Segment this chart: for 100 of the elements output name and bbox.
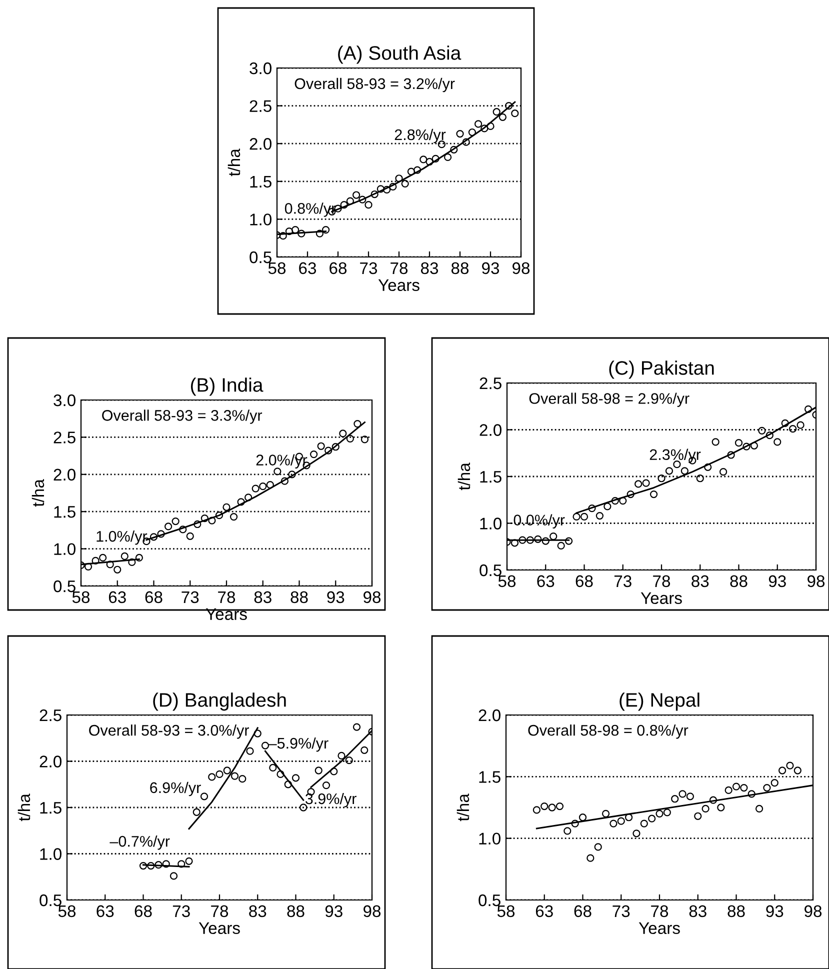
x-tick-label: 83 [420, 262, 438, 274]
x-tick-label: 63 [537, 575, 554, 588]
x-tick-label: 83 [254, 591, 272, 604]
annotation: Overall 58-93 = 3.2%/yr [294, 78, 455, 92]
x-tick-label: 83 [689, 905, 706, 918]
y-axis-title: t/ha [18, 794, 30, 822]
annotation: 2.3%/yr [650, 448, 701, 464]
x-tick-label: 68 [330, 262, 347, 274]
x-tick-label: 63 [108, 591, 126, 604]
x-tick-label: 88 [290, 591, 308, 604]
annotation: –0.7%/yr [110, 836, 170, 850]
x-tick-label: 98 [808, 575, 825, 588]
y-tick-label: 2.5 [480, 377, 502, 390]
y-tick-label: 1.5 [479, 771, 500, 783]
y-tick-label: 1.5 [480, 471, 502, 483]
y-tick-label: 2.0 [54, 468, 76, 481]
y-tick-label: 0.5 [40, 894, 62, 906]
annotation: 2.8%/yr [394, 128, 446, 144]
y-tick-label: 1.0 [54, 543, 76, 556]
x-tick-label: 58 [498, 575, 516, 588]
y-axis-title: t/ha [456, 794, 470, 822]
y-tick-label: 2.0 [40, 756, 62, 768]
x-tick-label: 73 [612, 905, 630, 918]
x-axis-title: Years [206, 608, 247, 620]
annotation: Overall 58-98 = 2.9%/yr [529, 392, 690, 407]
x-axis-title: Years [198, 922, 240, 934]
y-axis-title: t/ha [228, 148, 240, 176]
x-tick-label: 68 [145, 591, 162, 604]
y-axis-title: t/ha [32, 479, 44, 507]
chart-title: (B) India [190, 378, 264, 396]
y-tick-label: 1.5 [250, 176, 272, 188]
x-tick-label: 63 [96, 905, 114, 918]
y-tick-label: 0.5 [54, 580, 76, 592]
y-tick-label: 0.5 [480, 564, 502, 576]
y-tick-label: 0.5 [478, 894, 500, 906]
x-tick-label: 78 [390, 262, 408, 274]
y-tick-label: 2.0 [478, 709, 500, 722]
x-tick-label: 98 [364, 591, 381, 604]
x-tick-label: 73 [360, 262, 378, 274]
x-tick-label: 63 [536, 905, 553, 918]
y-tick-label: 2.5 [54, 432, 76, 444]
x-tick-label: 88 [451, 262, 469, 274]
x-tick-label: 58 [497, 905, 515, 918]
y-tick-label: 2.5 [40, 709, 62, 722]
x-tick-label: 68 [134, 905, 152, 918]
y-tick-label: 1.0 [250, 214, 272, 226]
y-tick-label: 1.0 [480, 518, 502, 530]
x-tick-label: 93 [768, 575, 786, 588]
x-tick-label: 78 [653, 575, 670, 588]
x-tick-label: 78 [211, 905, 228, 918]
x-tick-label: 88 [287, 905, 304, 918]
y-tick-label: 1.5 [54, 506, 76, 518]
x-tick-label: 58 [72, 591, 90, 604]
y-tick-label: 3.0 [250, 62, 272, 74]
chart-title: (E) Nepal [620, 692, 700, 711]
annotation: 2.0%/yr [256, 454, 308, 468]
x-tick-label: 58 [58, 905, 76, 918]
x-tick-label: 98 [512, 262, 530, 274]
annotation: Overall 58-98 = 0.8%/yr [528, 724, 688, 739]
x-axis-title: Years [638, 922, 680, 934]
chart-title: (D) Bangladesh [153, 692, 286, 711]
annotation: –5.9%/yr [268, 737, 328, 752]
y-tick-label: 1.0 [479, 832, 500, 845]
y-tick-label: 2.5 [250, 100, 272, 112]
annotation: 0.0%/yr [514, 514, 565, 528]
x-tick-label: 68 [576, 575, 593, 588]
x-tick-label: 73 [172, 905, 190, 918]
x-tick-label: 93 [327, 591, 344, 604]
x-tick-label: 93 [325, 905, 342, 918]
chart-title: (A) South Asia [338, 46, 462, 64]
x-axis-title: Years [378, 279, 420, 292]
annotation: 3.9%/yr [305, 792, 356, 808]
x-tick-label: 63 [299, 262, 316, 274]
x-tick-label: 73 [614, 575, 632, 588]
x-tick-label: 68 [574, 905, 592, 918]
annotation: 6.9%/yr [150, 782, 201, 796]
x-tick-label: 93 [482, 262, 500, 274]
y-tick-label: 0.5 [250, 251, 272, 264]
x-tick-label: 83 [249, 905, 266, 918]
y-tick-label: 1.5 [40, 802, 62, 814]
x-tick-label: 98 [804, 905, 822, 918]
y-tick-label: 2.0 [250, 138, 272, 150]
x-tick-label: 88 [728, 905, 745, 918]
chart-title: (C) Pakistan [609, 360, 714, 379]
x-tick-label: 83 [692, 575, 709, 588]
annotation: Overall 58-93 = 3.3%/yr [102, 410, 262, 424]
x-tick-label: 73 [182, 591, 199, 604]
x-tick-label: 88 [730, 575, 748, 588]
x-tick-label: 78 [218, 591, 236, 604]
x-tick-label: 93 [766, 905, 784, 918]
x-axis-title: Years [640, 592, 682, 604]
x-tick-label: 98 [364, 905, 381, 918]
x-tick-label: 58 [268, 262, 286, 274]
y-tick-label: 2.0 [480, 424, 502, 436]
y-axis-title: t/ha [458, 462, 470, 490]
annotation: Overall 58-93 = 3.0%/yr [89, 724, 250, 739]
y-tick-label: 3.0 [54, 394, 76, 406]
y-tick-label: 1.0 [40, 848, 62, 860]
annotation: 1.0%/yr [96, 530, 148, 545]
x-tick-label: 78 [651, 905, 668, 918]
